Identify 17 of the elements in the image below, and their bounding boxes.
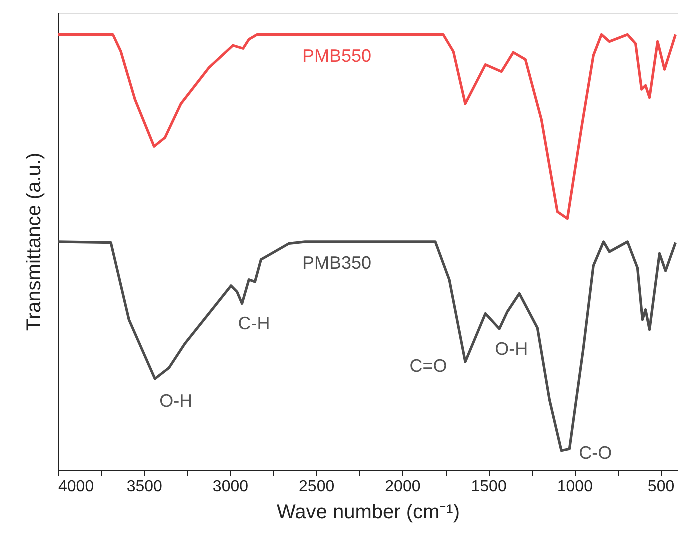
annotation: C-H xyxy=(238,314,270,334)
annotation: C=O xyxy=(410,356,448,376)
y-axis-title: Transmittance (a.u.) xyxy=(24,152,46,332)
x-tick-label: 2500 xyxy=(299,478,335,496)
series-label: PMB350 xyxy=(302,252,372,273)
x-axis-title: Wave number (cm⁻¹) xyxy=(277,502,460,524)
x-tick-label: 1500 xyxy=(471,478,507,496)
annotation: O-H xyxy=(495,338,528,359)
x-tick-label: 1000 xyxy=(557,478,594,496)
x-tick-label: 2000 xyxy=(385,478,421,496)
x-tick-label: 4000 xyxy=(58,478,94,496)
annotation: O-H xyxy=(160,391,193,412)
x-tick-label: 3500 xyxy=(126,478,163,496)
annotation: C-O xyxy=(579,443,612,464)
x-tick-label: 500 xyxy=(648,478,675,496)
series-label: PMB550 xyxy=(302,46,372,66)
x-tick-label: 3000 xyxy=(212,478,249,496)
